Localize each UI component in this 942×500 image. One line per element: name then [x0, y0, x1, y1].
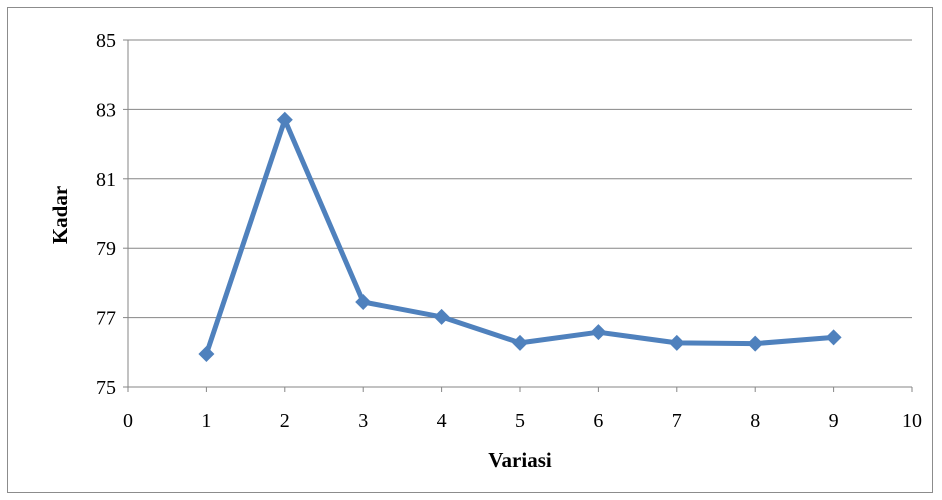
data-point-marker: [276, 111, 293, 128]
y-tick-label: 79: [96, 238, 116, 260]
chart-frame: [7, 7, 933, 493]
data-point-marker: [825, 329, 842, 346]
x-tick-label: 7: [672, 410, 682, 432]
data-point-marker: [590, 324, 607, 341]
x-tick-label: 8: [750, 410, 760, 432]
x-tick-label: 2: [280, 410, 290, 432]
data-point-marker: [512, 334, 528, 351]
grid-lines: [128, 39, 912, 319]
data-point-marker: [198, 346, 215, 363]
y-tick-label: 85: [96, 30, 116, 52]
x-tick-label: 6: [593, 410, 603, 432]
y-tick-labels: 75 77 79 81 83 85: [96, 30, 116, 399]
x-axis-title: Variasi: [488, 448, 552, 472]
data-point-marker: [433, 308, 450, 325]
data-markers: [198, 111, 842, 363]
x-tick-label: 1: [201, 410, 211, 432]
data-point-marker: [747, 335, 764, 352]
y-tick-label: 75: [96, 377, 116, 399]
y-axis-title: Kadar: [48, 186, 72, 244]
x-tick-labels: 0 1 2 3 4 5 6 7 8 9 10: [123, 410, 922, 432]
y-tick-label: 83: [96, 99, 116, 121]
y-tick-label: 77: [96, 308, 116, 330]
data-point-marker: [668, 334, 685, 351]
x-tick-label: 5: [515, 410, 525, 432]
data-point-marker: [355, 293, 372, 310]
x-tick-label: 10: [902, 410, 922, 432]
y-tick-label: 81: [96, 169, 116, 191]
series-line-0: [203, 117, 837, 357]
x-tick-label: 4: [437, 410, 447, 432]
axes: [123, 39, 913, 392]
series-line: [203, 117, 837, 357]
x-tick-label: 3: [358, 410, 368, 432]
x-tick-label: 9: [829, 410, 839, 432]
x-tick-label: 0: [123, 410, 133, 432]
